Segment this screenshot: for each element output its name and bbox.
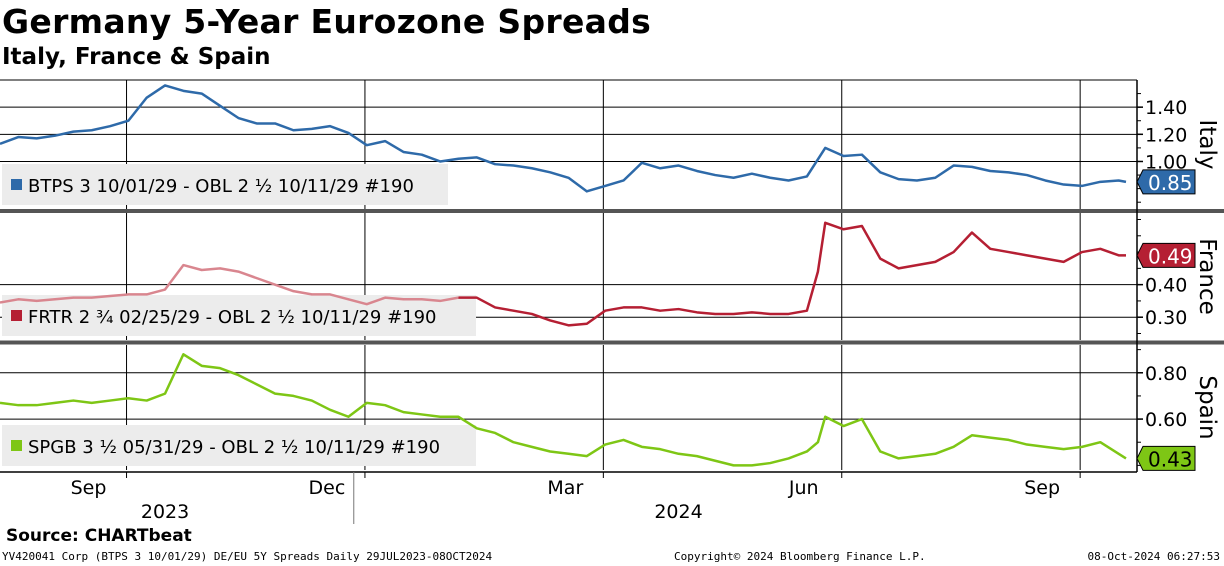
legend-swatch <box>11 179 22 190</box>
y-tick-label: 1.00 <box>1145 151 1187 173</box>
x-year-label: 2023 <box>141 501 189 523</box>
chart-subtitle: Italy, France & Spain <box>2 44 271 70</box>
panel-name: France <box>1194 238 1220 314</box>
x-year-label: 2024 <box>654 501 702 523</box>
y-tick-label: 1.40 <box>1145 97 1187 119</box>
panel-spain: 0.80 0.60 SPGB 3 ½ 05/31/29 - OBL 2 ½ 10/1… <box>0 349 1220 471</box>
legend-swatch <box>11 310 22 321</box>
x-tick-label: Jun <box>788 477 819 499</box>
legend-box <box>2 164 448 205</box>
panel-name: Italy <box>1194 120 1220 170</box>
footer-copyright: Copyright© 2024 Bloomberg Finance L.P. <box>674 550 926 563</box>
legend-label: BTPS 3 10/01/29 - OBL 2 ½ 10/11/29 #190 <box>28 176 414 197</box>
series-line <box>0 353 1127 467</box>
y-tick-label: 0.40 <box>1145 275 1187 297</box>
legend-label: FRTR 2 ¾ 02/25/29 - OBL 2 ½ 10/11/29 #19… <box>28 307 437 328</box>
x-tick-label: Sep <box>71 477 107 499</box>
chart-frame <box>0 79 1224 473</box>
series-line-faded <box>0 263 459 306</box>
legend-label: SPGB 3 ½ 05/31/29 - OBL 2 ½ 10/11/29 #19… <box>28 437 440 458</box>
legend-swatch <box>11 440 22 451</box>
x-axis: Sep Dec Mar Jun Sep 2023 2024 <box>71 472 1081 524</box>
y-tick-label: 0.60 <box>1145 409 1187 431</box>
y-tick-label: 1.20 <box>1145 124 1187 146</box>
footer-left: YV420041 Corp (BTPS 3 10/01/29) DE/EU 5Y… <box>2 550 493 563</box>
panel-name: Spain <box>1194 375 1220 439</box>
legend-box <box>2 425 476 466</box>
series-line <box>458 221 1126 327</box>
last-value-tag <box>1136 445 1196 471</box>
x-tick-label: Mar <box>547 477 583 499</box>
last-value-label: 0.85 <box>1148 171 1193 195</box>
y-tick-label: 0.30 <box>1145 307 1187 329</box>
last-value-tag <box>1136 169 1196 195</box>
panel-france: 0.40 0.30 FRTR 2 ¾ 02/25/29 - OBL 2 ½ 10/1… <box>0 219 1220 336</box>
source-note: Source: CHARTbeat <box>6 526 192 546</box>
x-tick-label: Sep <box>1024 477 1060 499</box>
footer-timestamp: 08-Oct-2024 06:27:53 <box>1087 550 1220 563</box>
y-tick-label: 0.80 <box>1145 363 1187 385</box>
last-value-label: 0.43 <box>1148 447 1193 471</box>
chart-title: Germany 5-Year Eurozone Spreads <box>2 2 652 41</box>
legend-box <box>2 295 476 336</box>
last-value-tag <box>1136 242 1196 268</box>
last-value-label: 0.49 <box>1148 244 1193 268</box>
x-tick-label: Dec <box>309 477 346 499</box>
panel-italy: 1.40 1.20 1.00 BTPS 3 10/01/29 - OBL 2 ½ 10… <box>0 84 1220 205</box>
